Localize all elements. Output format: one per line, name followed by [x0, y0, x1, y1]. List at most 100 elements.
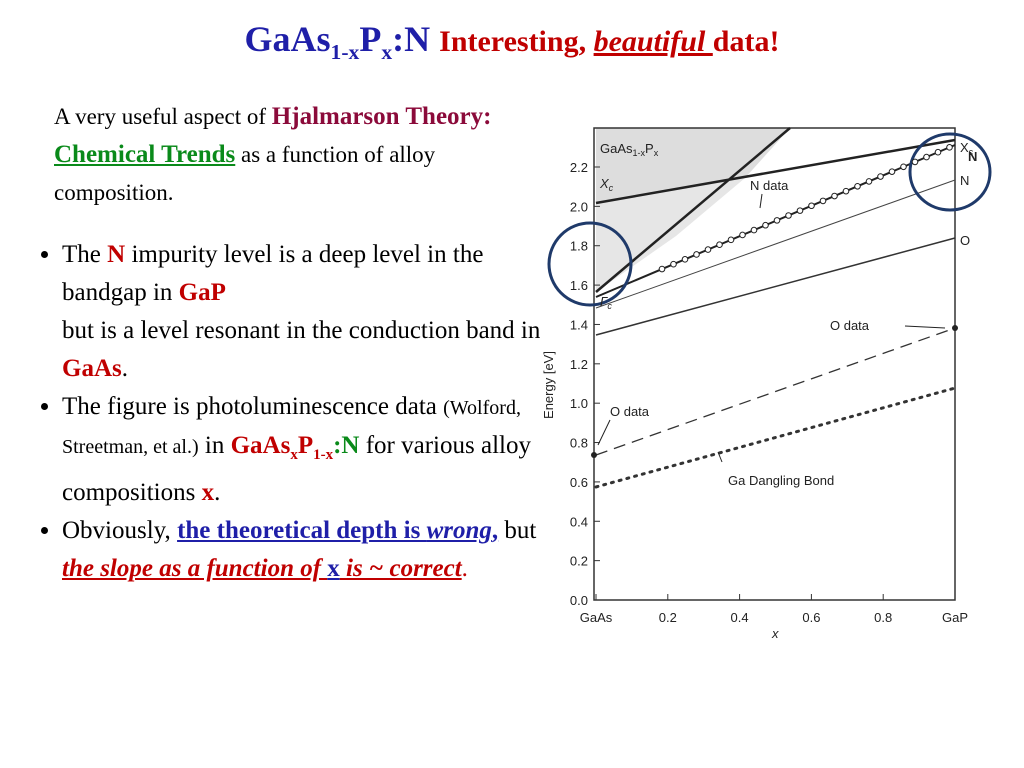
n-data-point: [693, 251, 700, 258]
title: GaAs1-xPx:N Interesting, beautiful data!: [0, 18, 1024, 65]
figure: GaAs1-xPx Xc Γc N data O data O data Ga …: [541, 127, 992, 641]
bullet-text: Obviously,: [62, 517, 178, 544]
title-part: 1-x: [330, 40, 360, 65]
n-data-point: [819, 197, 827, 205]
o-data-line: [595, 327, 956, 456]
y-tick-label: 2.2: [570, 160, 588, 175]
fig-label: Ga Dangling Bond: [728, 473, 834, 488]
bullet-text: GaAs: [230, 432, 291, 459]
n-data-point: [739, 231, 746, 239]
x-tick-label: 0.4: [731, 610, 749, 625]
point: [591, 452, 597, 458]
bullet-text: GaAs: [62, 355, 122, 382]
bullet-text: the slope as a function of: [62, 555, 328, 582]
n-data-point: [911, 158, 919, 166]
bullet-text: 1-x: [313, 447, 334, 463]
n-data-point: [704, 246, 712, 253]
bullet-text: :N: [333, 432, 360, 459]
bullet-text: the theoretical depth is: [177, 517, 427, 544]
bullet-text: (Wolford, Streetman, et al.): [62, 397, 521, 458]
point: [952, 325, 958, 331]
bullet-text: x: [201, 479, 215, 506]
y-tick-label: 1.4: [570, 317, 588, 332]
n-data-point: [842, 187, 850, 195]
fig-label: O data: [830, 318, 870, 333]
bullet-text: GaP: [178, 279, 226, 306]
n-data-point: [900, 163, 907, 171]
bullet-text: ,: [491, 517, 499, 544]
bullet-text: P: [297, 432, 314, 459]
arrow: [904, 325, 946, 329]
intro-text: as a function of alloy composition.: [54, 142, 436, 205]
fig-label: Xc: [960, 140, 974, 157]
title-part: :N: [392, 19, 431, 59]
bullet-text: in: [198, 432, 231, 459]
fig-label: Xc: [599, 176, 614, 193]
y-tick-label: 0.2: [570, 554, 588, 569]
n-data-point: [727, 236, 735, 244]
intro-text: Chemical Trends: [54, 141, 236, 168]
highlight-circle: [908, 132, 992, 212]
y-tick-label: 0.8: [570, 436, 588, 451]
bullet-text: impurity level is a deep level in the ba…: [62, 241, 484, 306]
n-data-point: [854, 182, 861, 190]
y-tick-label: 1.6: [570, 278, 588, 293]
dangling-line: [594, 386, 957, 489]
n-data-point: [946, 144, 953, 151]
bullet: The N impurity level is a deep level in …: [62, 236, 547, 388]
arrow: [717, 451, 723, 463]
n-data-point: [750, 226, 758, 234]
bullet-list: The N impurity level is a deep level in …: [30, 236, 547, 588]
n-data-point: [681, 256, 689, 263]
bullet: Obviously, the theoretical depth is wron…: [62, 512, 547, 588]
y-tick-label: 1.2: [570, 357, 588, 372]
x-tick-label: GaAs: [580, 610, 613, 625]
fig-inner-title: GaAs1-xPx: [600, 141, 659, 158]
highlight-circle: [547, 221, 633, 307]
n-data-point: [923, 153, 930, 161]
y-tick-label: 0.6: [570, 475, 588, 490]
bullet-text: .: [461, 555, 468, 582]
bullet-text: N: [107, 241, 126, 268]
n-data-point: [670, 260, 677, 268]
n-data-point: [888, 168, 896, 175]
fig-label: N data: [750, 178, 789, 193]
bullet-text: .: [121, 355, 128, 382]
bullet-text: .: [214, 479, 221, 506]
n-data-point: [785, 212, 792, 219]
bullet-text: x: [290, 447, 298, 463]
n-data-point: [934, 148, 942, 156]
x-tick-label: GaP: [942, 610, 968, 625]
intro-text: A very useful aspect of: [54, 104, 272, 129]
y-tick-label: 0.0: [570, 593, 588, 608]
n-data-point: [865, 178, 873, 185]
title-part: GaAs: [244, 19, 331, 59]
arrow: [759, 193, 763, 209]
title-part: Interesting,: [439, 25, 594, 58]
fig-label: N: [960, 173, 969, 188]
bullet-text: x: [327, 555, 340, 582]
title-part: beautiful: [593, 25, 713, 58]
bullet-text: The figure is photoluminescence data: [62, 393, 444, 420]
n-data-point: [877, 173, 884, 180]
fig-label: Γc: [600, 294, 612, 311]
bullet: The figure is photoluminescence data (Wo…: [62, 388, 547, 512]
bullet-text: for various alloy compositions: [62, 432, 531, 506]
x-tick-label: 0.6: [802, 610, 820, 625]
title-part: data!: [712, 25, 780, 58]
title-part: P: [359, 19, 382, 59]
bullet-text: but is a level resonant in the conductio…: [62, 317, 541, 344]
bullet-text: wrong: [426, 517, 492, 544]
fig-label: O: [960, 233, 970, 248]
x-tick-label: 0.2: [659, 610, 677, 625]
y-tick-label: 0.4: [570, 514, 588, 529]
bullet-text: The: [62, 241, 108, 268]
n-data-point: [831, 192, 838, 200]
y-tick-label: 1.8: [570, 239, 588, 254]
n-data-point: [658, 265, 666, 273]
n-data-point: [773, 217, 781, 224]
y-tick-label: 1.0: [570, 396, 588, 411]
o-line: [595, 237, 956, 336]
intro-text: Hjalmarson Theory:: [271, 103, 492, 130]
